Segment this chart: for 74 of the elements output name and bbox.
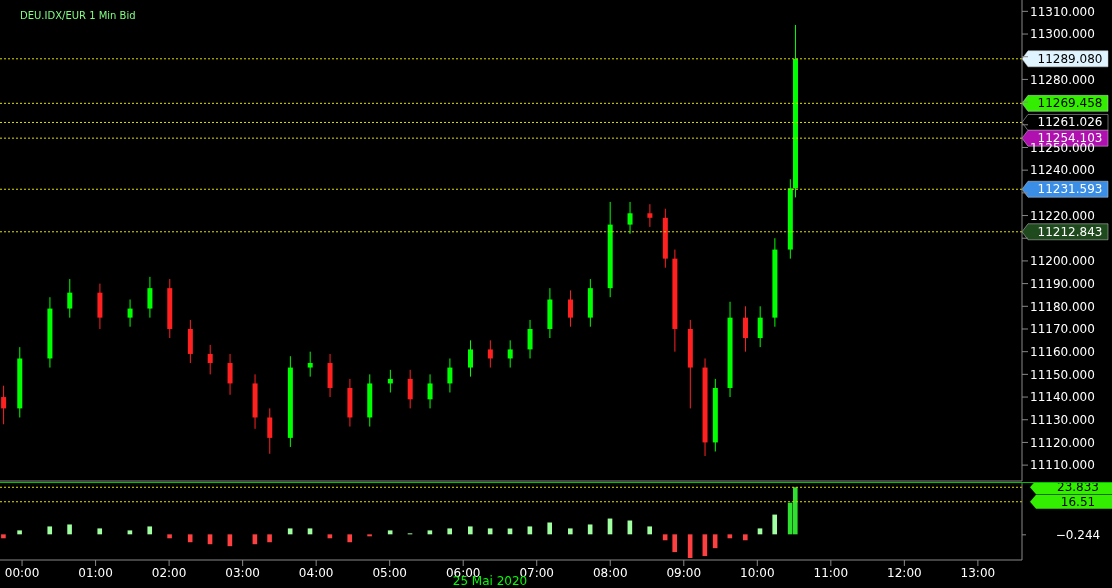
candlestick	[147, 276, 153, 319]
candlestick	[567, 289, 573, 328]
bar	[97, 528, 103, 535]
candlestick	[1, 385, 7, 425]
x-tick-label: 02:00	[151, 565, 187, 580]
x-tick-label: 12:00	[887, 565, 922, 580]
candlestick	[227, 353, 233, 396]
bar	[1, 534, 6, 539]
y-tick-label: −0.244	[1055, 527, 1101, 542]
candlestick	[267, 407, 273, 455]
bar	[47, 526, 53, 535]
x-tick-label: 00:00	[4, 565, 40, 580]
y-tick-label: 11300.000	[1030, 27, 1095, 42]
y-tick-label: 11110.000	[1030, 458, 1095, 473]
candlestick	[67, 278, 73, 319]
x-tick-label: 08:00	[592, 565, 628, 580]
y-tick-label: 11280.000	[1030, 72, 1095, 87]
candlestick	[207, 344, 213, 375]
y-tick-label: 16.51	[1060, 494, 1096, 509]
bar	[772, 514, 778, 535]
candlestick	[487, 339, 493, 369]
bar	[647, 526, 653, 535]
ref-line-label: 11269.458	[1037, 96, 1103, 111]
text: DEU.IDX/EUR 1 Min Bid	[20, 10, 136, 21]
bar	[742, 534, 748, 541]
candlestick	[742, 305, 748, 353]
candlestick	[447, 357, 453, 394]
y-tick-label: 11180.000	[1030, 299, 1095, 314]
ref-line-label: 11261.026	[1037, 115, 1103, 130]
y-tick-label: 11240.000	[1030, 163, 1095, 178]
candlestick	[427, 373, 433, 409]
x-tick-label: 03:00	[225, 565, 260, 580]
candlestick	[407, 369, 413, 409]
x-tick-label: 09:00	[666, 565, 702, 580]
y-tick-label: 11150.000	[1030, 367, 1095, 382]
y-tick-label: 11200.000	[1030, 254, 1095, 269]
bar	[17, 530, 22, 535]
ref-line-label: 11231.593	[1037, 182, 1103, 197]
bar	[547, 522, 553, 535]
candlestick	[527, 319, 533, 359]
candlestick	[647, 203, 653, 228]
y-tick-label: 11160.000	[1030, 344, 1095, 359]
y-tick-label: 11170.000	[1030, 322, 1095, 337]
candlestick	[627, 201, 633, 235]
bar	[447, 528, 453, 535]
x-tick-label: 05:00	[372, 565, 407, 580]
bar	[267, 534, 272, 543]
x-tick-label: 04:00	[298, 565, 334, 580]
bar	[147, 526, 153, 535]
candlestick	[507, 339, 513, 369]
x-tick-label: 11:00	[813, 565, 849, 580]
y-tick-label: 11190.000	[1030, 276, 1095, 291]
ref-line-label: 11289.080	[1037, 51, 1103, 66]
bar	[67, 524, 72, 535]
bar	[672, 534, 678, 553]
x-tick-label: 13:00	[960, 565, 996, 580]
candlestick	[757, 305, 763, 348]
y-tick-label: 11140.000	[1030, 390, 1095, 405]
bar	[467, 526, 473, 535]
candlestick	[307, 351, 313, 378]
bar	[567, 528, 573, 535]
y-tick-label: 11130.000	[1030, 413, 1095, 427]
x-tick-label: 10:00	[740, 565, 775, 580]
y-tick-label: 23.833	[1057, 480, 1099, 495]
y-tick-label: 11220.000	[1030, 208, 1095, 223]
x-tick-label: 01:00	[78, 565, 113, 580]
y-tick-label: 11120.000	[1030, 435, 1095, 450]
bar	[347, 534, 353, 543]
candlestick	[467, 339, 473, 378]
bar	[792, 487, 798, 535]
y-tick-label: 11310.000	[1030, 4, 1095, 19]
candlestick	[127, 298, 133, 328]
ref-line-label: 11212.843	[1037, 224, 1103, 239]
bar	[167, 534, 172, 539]
